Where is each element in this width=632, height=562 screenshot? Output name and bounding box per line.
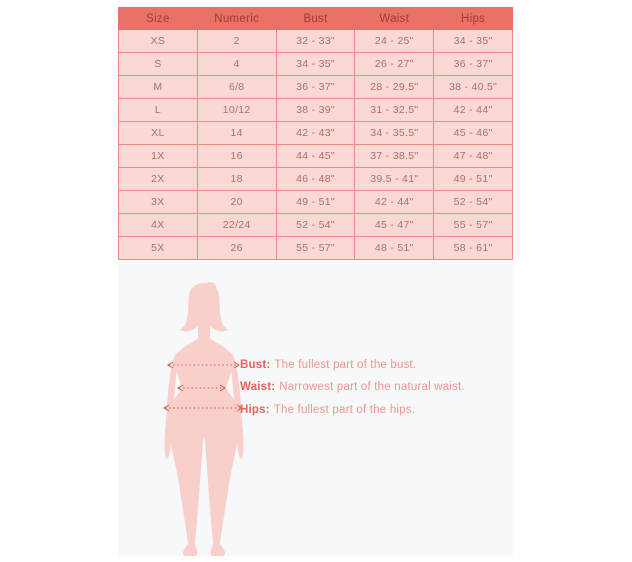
numeric-cell: 10/12 [196, 98, 277, 122]
measurement-definitions: Bust: The fullest part of the bust. Waist… [240, 354, 505, 421]
column-header-numeric: Numeric [196, 7, 277, 30]
size-cell: XS [118, 29, 198, 53]
hips-cell: 45 - 46" [433, 121, 513, 145]
hips-cell: 38 - 40.5" [433, 75, 513, 99]
hips-cell: 36 - 37" [433, 52, 513, 76]
hips-cell: 47 - 48" [433, 144, 513, 168]
hips-cell: 34 - 35" [433, 29, 513, 53]
hips-measure-line [163, 404, 243, 412]
bust-cell: 52 - 54" [275, 213, 356, 237]
column-header-size: Size [118, 7, 198, 30]
table-row: 2X 18 46 - 48" 39.5 - 41" 49 - 51" [118, 167, 513, 191]
size-chart-header: Size Numeric Bust Waist Hips [118, 7, 513, 30]
waist-cell: 39.5 - 41" [354, 167, 435, 191]
waist-measure-line [177, 384, 226, 392]
table-row: L 10/12 38 - 39" 31 - 32.5" 42 - 44" [118, 98, 513, 122]
waist-cell: 42 - 44" [354, 190, 435, 214]
waist-definition: Waist: Narrowest part of the natural wais… [240, 376, 505, 398]
waist-cell: 31 - 32.5" [354, 98, 435, 122]
table-row: XL 14 42 - 43" 34 - 35.5" 45 - 46" [118, 121, 513, 145]
table-row: 4X 22/24 52 - 54" 45 - 47" 55 - 57" [118, 213, 513, 237]
size-cell: 2X [118, 167, 198, 191]
size-chart: Size Numeric Bust Waist Hips XS 2 32 - 3… [118, 7, 513, 260]
bust-measure-line [167, 361, 240, 369]
numeric-cell: 20 [196, 190, 277, 214]
hips-cell: 52 - 54" [433, 190, 513, 214]
numeric-cell: 26 [196, 236, 277, 260]
numeric-cell: 14 [196, 121, 277, 145]
female-body-silhouette-icon [163, 282, 244, 556]
waist-description: Narrowest part of the natural waist. [279, 381, 465, 394]
waist-cell: 37 - 38.5" [354, 144, 435, 168]
size-cell: 5X [118, 236, 198, 260]
bust-cell: 44 - 45" [275, 144, 356, 168]
table-row: 3X 20 49 - 51" 42 - 44" 52 - 54" [118, 190, 513, 214]
table-row: S 4 34 - 35" 26 - 27" 36 - 37" [118, 52, 513, 76]
bust-cell: 38 - 39" [275, 98, 356, 122]
bust-cell: 36 - 37" [275, 75, 356, 99]
hips-definition: Hips: The fullest part of the hips. [240, 399, 505, 421]
hips-cell: 49 - 51" [433, 167, 513, 191]
bust-cell: 49 - 51" [275, 190, 356, 214]
table-row: M 6/8 36 - 37" 28 - 29.5" 38 - 40.5" [118, 75, 513, 99]
size-chart-body: XS 2 32 - 33" 24 - 25" 34 - 35" S 4 34 -… [118, 29, 513, 260]
column-header-bust: Bust [275, 7, 356, 30]
bust-definition: Bust: The fullest part of the bust. [240, 354, 505, 376]
waist-cell: 48 - 51" [354, 236, 435, 260]
measurement-guide-panel: Bust: The fullest part of the bust. Waist… [118, 262, 513, 556]
waist-cell: 24 - 25" [354, 29, 435, 53]
bust-cell: 55 - 57" [275, 236, 356, 260]
waist-cell: 45 - 47" [354, 213, 435, 237]
bust-cell: 34 - 35" [275, 52, 356, 76]
numeric-cell: 6/8 [196, 75, 277, 99]
hips-description: The fullest part of the hips. [273, 403, 416, 416]
hips-cell: 42 - 44" [433, 98, 513, 122]
numeric-cell: 4 [196, 52, 277, 76]
column-header-waist: Waist [354, 7, 435, 30]
size-cell: 4X [118, 213, 198, 237]
numeric-cell: 18 [196, 167, 277, 191]
size-chart-table: Size Numeric Bust Waist Hips XS 2 32 - 3… [118, 7, 513, 260]
table-row: 5X 26 55 - 57" 48 - 51" 58 - 61" [118, 236, 513, 260]
waist-cell: 26 - 27" [354, 52, 435, 76]
hips-label: Hips: [240, 403, 270, 416]
bust-cell: 46 - 48" [275, 167, 356, 191]
table-row: XS 2 32 - 33" 24 - 25" 34 - 35" [118, 29, 513, 53]
bust-description: The fullest part of the bust. [274, 359, 417, 371]
waist-cell: 34 - 35.5" [354, 121, 435, 145]
size-cell: S [118, 52, 198, 76]
bust-label: Bust: [240, 359, 271, 371]
size-cell: 1X [118, 144, 198, 168]
size-cell: XL [118, 121, 198, 145]
numeric-cell: 2 [196, 29, 277, 53]
bust-cell: 42 - 43" [275, 121, 356, 145]
size-cell: L [118, 98, 198, 122]
hips-cell: 55 - 57" [433, 213, 513, 237]
numeric-cell: 16 [196, 144, 277, 168]
table-row: 1X 16 44 - 45" 37 - 38.5" 47 - 48" [118, 144, 513, 168]
bust-cell: 32 - 33" [275, 29, 356, 53]
header-row: Size Numeric Bust Waist Hips [118, 7, 513, 30]
waist-label: Waist: [240, 381, 276, 394]
numeric-cell: 22/24 [196, 213, 277, 237]
column-header-hips: Hips [433, 7, 513, 30]
waist-cell: 28 - 29.5" [354, 75, 435, 99]
size-cell: M [118, 75, 198, 99]
hips-cell: 58 - 61" [433, 236, 513, 260]
size-cell: 3X [118, 190, 198, 214]
